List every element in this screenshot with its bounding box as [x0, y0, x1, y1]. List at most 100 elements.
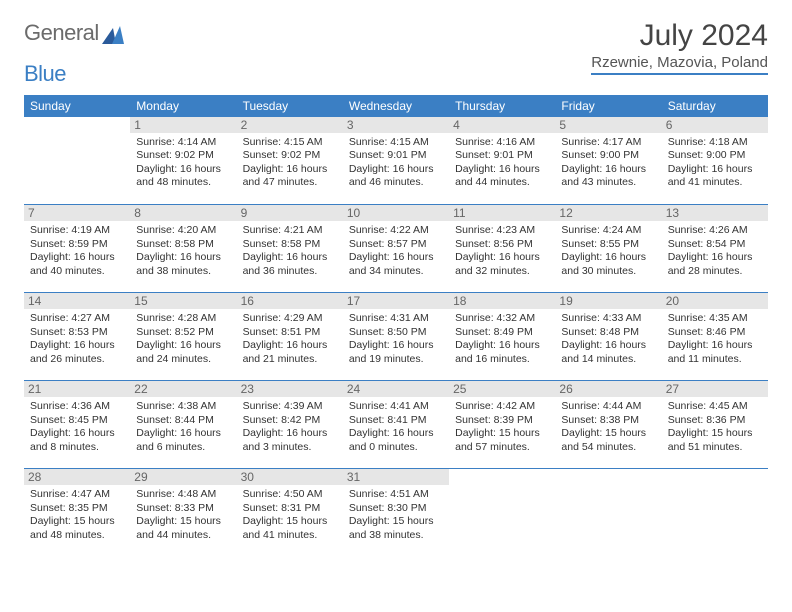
sunrise-line: Sunrise: 4:28 AM	[136, 312, 230, 326]
daylight-line: Daylight: 16 hours and 47 minutes.	[243, 163, 337, 190]
daylight-line: Daylight: 16 hours and 11 minutes.	[668, 339, 762, 366]
calendar-cell: 17Sunrise: 4:31 AMSunset: 8:50 PMDayligh…	[343, 293, 449, 381]
sunset-line: Sunset: 8:56 PM	[455, 238, 549, 252]
calendar-cell: 28Sunrise: 4:47 AMSunset: 8:35 PMDayligh…	[24, 469, 130, 557]
daylight-line: Daylight: 16 hours and 8 minutes.	[30, 427, 124, 454]
day-number: 11	[449, 205, 555, 221]
day-number: 23	[237, 381, 343, 397]
day-number: 26	[555, 381, 661, 397]
calendar-cell	[24, 117, 130, 205]
sunrise-line: Sunrise: 4:15 AM	[243, 136, 337, 150]
sunrise-line: Sunrise: 4:21 AM	[243, 224, 337, 238]
page-title: July 2024	[591, 20, 768, 52]
sunrise-line: Sunrise: 4:17 AM	[561, 136, 655, 150]
calendar-cell: 7Sunrise: 4:19 AMSunset: 8:59 PMDaylight…	[24, 205, 130, 293]
day-number: 13	[662, 205, 768, 221]
sunset-line: Sunset: 8:42 PM	[243, 414, 337, 428]
sunrise-line: Sunrise: 4:23 AM	[455, 224, 549, 238]
daylight-line: Daylight: 15 hours and 48 minutes.	[30, 515, 124, 542]
sunset-line: Sunset: 8:30 PM	[349, 502, 443, 516]
daylight-line: Daylight: 16 hours and 14 minutes.	[561, 339, 655, 366]
daylight-line: Daylight: 16 hours and 46 minutes.	[349, 163, 443, 190]
calendar-week-row: 21Sunrise: 4:36 AMSunset: 8:45 PMDayligh…	[24, 381, 768, 469]
day-header: Monday	[130, 95, 236, 117]
sunrise-line: Sunrise: 4:29 AM	[243, 312, 337, 326]
sunset-line: Sunset: 8:54 PM	[668, 238, 762, 252]
calendar-cell: 29Sunrise: 4:48 AMSunset: 8:33 PMDayligh…	[130, 469, 236, 557]
sunrise-line: Sunrise: 4:38 AM	[136, 400, 230, 414]
sunset-line: Sunset: 8:41 PM	[349, 414, 443, 428]
daylight-line: Daylight: 16 hours and 24 minutes.	[136, 339, 230, 366]
sunset-line: Sunset: 8:59 PM	[30, 238, 124, 252]
daylight-line: Daylight: 16 hours and 26 minutes.	[30, 339, 124, 366]
calendar-body: 1Sunrise: 4:14 AMSunset: 9:02 PMDaylight…	[24, 117, 768, 557]
day-header: Thursday	[449, 95, 555, 117]
logo: General	[24, 20, 124, 46]
sunset-line: Sunset: 9:02 PM	[136, 149, 230, 163]
calendar-cell: 10Sunrise: 4:22 AMSunset: 8:57 PMDayligh…	[343, 205, 449, 293]
sunset-line: Sunset: 8:48 PM	[561, 326, 655, 340]
sunrise-line: Sunrise: 4:47 AM	[30, 488, 124, 502]
day-number: 2	[237, 117, 343, 133]
sunrise-line: Sunrise: 4:20 AM	[136, 224, 230, 238]
sunset-line: Sunset: 8:58 PM	[243, 238, 337, 252]
sunset-line: Sunset: 8:33 PM	[136, 502, 230, 516]
day-number: 17	[343, 293, 449, 309]
daylight-line: Daylight: 16 hours and 34 minutes.	[349, 251, 443, 278]
day-header: Friday	[555, 95, 661, 117]
calendar-cell: 8Sunrise: 4:20 AMSunset: 8:58 PMDaylight…	[130, 205, 236, 293]
sunrise-line: Sunrise: 4:42 AM	[455, 400, 549, 414]
sunset-line: Sunset: 8:53 PM	[30, 326, 124, 340]
page: General July 2024 Rzewnie, Mazovia, Pola…	[0, 0, 792, 577]
sunset-line: Sunset: 8:51 PM	[243, 326, 337, 340]
calendar-week-row: 7Sunrise: 4:19 AMSunset: 8:59 PMDaylight…	[24, 205, 768, 293]
daylight-line: Daylight: 15 hours and 41 minutes.	[243, 515, 337, 542]
day-number: 24	[343, 381, 449, 397]
daylight-line: Daylight: 16 hours and 0 minutes.	[349, 427, 443, 454]
sunset-line: Sunset: 8:44 PM	[136, 414, 230, 428]
sunset-line: Sunset: 8:36 PM	[668, 414, 762, 428]
day-header: Wednesday	[343, 95, 449, 117]
daylight-line: Daylight: 15 hours and 54 minutes.	[561, 427, 655, 454]
calendar-week-row: 28Sunrise: 4:47 AMSunset: 8:35 PMDayligh…	[24, 469, 768, 557]
sunset-line: Sunset: 8:49 PM	[455, 326, 549, 340]
day-number: 15	[130, 293, 236, 309]
sunset-line: Sunset: 9:01 PM	[455, 149, 549, 163]
day-number: 30	[237, 469, 343, 485]
daylight-line: Daylight: 16 hours and 40 minutes.	[30, 251, 124, 278]
sunrise-line: Sunrise: 4:24 AM	[561, 224, 655, 238]
daylight-line: Daylight: 16 hours and 36 minutes.	[243, 251, 337, 278]
sunset-line: Sunset: 8:31 PM	[243, 502, 337, 516]
day-number: 9	[237, 205, 343, 221]
calendar-cell: 5Sunrise: 4:17 AMSunset: 9:00 PMDaylight…	[555, 117, 661, 205]
calendar-cell: 16Sunrise: 4:29 AMSunset: 8:51 PMDayligh…	[237, 293, 343, 381]
calendar-cell: 11Sunrise: 4:23 AMSunset: 8:56 PMDayligh…	[449, 205, 555, 293]
calendar-cell: 12Sunrise: 4:24 AMSunset: 8:55 PMDayligh…	[555, 205, 661, 293]
daylight-line: Daylight: 16 hours and 6 minutes.	[136, 427, 230, 454]
sunrise-line: Sunrise: 4:44 AM	[561, 400, 655, 414]
sunrise-line: Sunrise: 4:26 AM	[668, 224, 762, 238]
calendar-cell: 3Sunrise: 4:15 AMSunset: 9:01 PMDaylight…	[343, 117, 449, 205]
sunrise-line: Sunrise: 4:48 AM	[136, 488, 230, 502]
calendar-header-row: SundayMondayTuesdayWednesdayThursdayFrid…	[24, 95, 768, 117]
sunrise-line: Sunrise: 4:14 AM	[136, 136, 230, 150]
sunset-line: Sunset: 9:00 PM	[668, 149, 762, 163]
sunrise-line: Sunrise: 4:19 AM	[30, 224, 124, 238]
day-number: 4	[449, 117, 555, 133]
calendar-cell: 2Sunrise: 4:15 AMSunset: 9:02 PMDaylight…	[237, 117, 343, 205]
calendar-cell: 21 Sunrise: 4:36 AMSunset: 8:45 PMDayligh…	[24, 381, 130, 469]
daylight-line: Daylight: 16 hours and 3 minutes.	[243, 427, 337, 454]
daylight-line: Daylight: 16 hours and 28 minutes.	[668, 251, 762, 278]
logo-flag-icon	[102, 24, 124, 42]
sunset-line: Sunset: 8:55 PM	[561, 238, 655, 252]
day-number: 20	[662, 293, 768, 309]
day-number: 22	[130, 381, 236, 397]
sunset-line: Sunset: 8:45 PM	[30, 414, 124, 428]
day-number: 19	[555, 293, 661, 309]
sunset-line: Sunset: 8:58 PM	[136, 238, 230, 252]
sunrise-line: Sunrise: 4:39 AM	[243, 400, 337, 414]
calendar-cell: 25Sunrise: 4:42 AMSunset: 8:39 PMDayligh…	[449, 381, 555, 469]
sunrise-line: Sunrise: 4:51 AM	[349, 488, 443, 502]
day-number: 21	[24, 381, 130, 397]
sunrise-line: Sunrise: 4:36 AM	[30, 400, 124, 414]
